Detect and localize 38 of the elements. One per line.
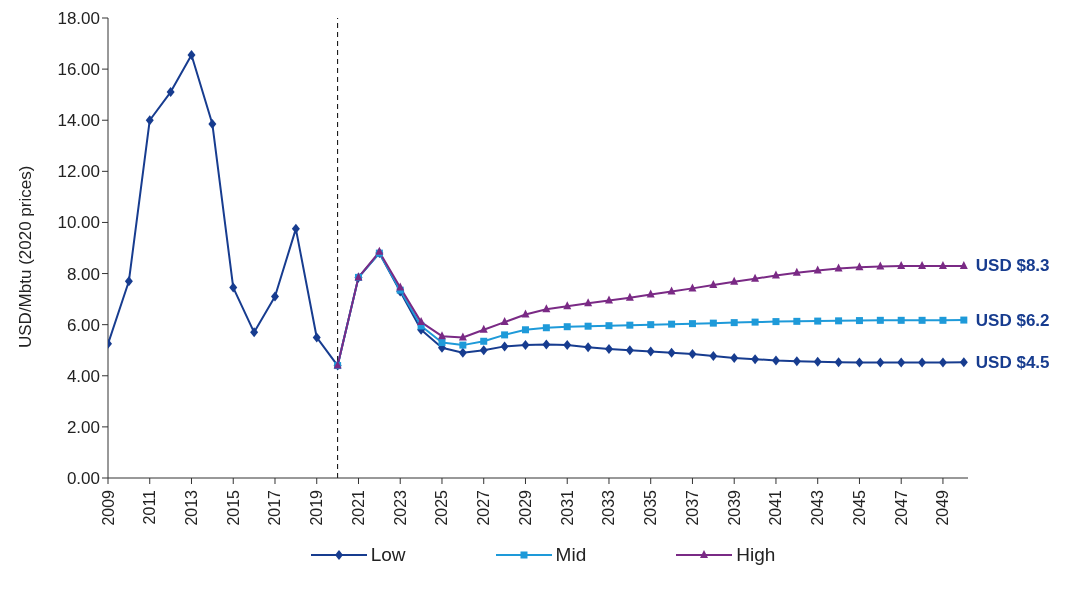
text: USD $4.5	[975, 352, 1050, 372]
x-tick-label: 2045	[850, 489, 868, 526]
y-tick-label: 16.00	[57, 60, 100, 80]
x-tick-label: 2031	[558, 489, 576, 526]
x-tick-label: 2021	[349, 489, 367, 526]
x-tick-label: 2037	[683, 489, 701, 526]
y-tick-label: 6.00	[66, 315, 100, 335]
x-tick-label: 2009	[99, 489, 117, 526]
x-tick-label: 2015	[224, 489, 242, 526]
legend-label: Low	[370, 544, 406, 566]
x-tick-label: 2043	[809, 489, 827, 526]
x-tick-label: 2017	[266, 489, 284, 526]
x-tick-label: 2027	[475, 489, 493, 526]
text: USD $6.2	[975, 310, 1050, 330]
x-tick-label: 2019	[308, 489, 326, 526]
legend-label: Mid	[555, 544, 587, 566]
y-tick-label: 8.00	[66, 264, 100, 284]
y-tick-label: 2.00	[66, 417, 100, 437]
y-tick-label: 0.00	[66, 469, 100, 489]
x-tick-label: 2035	[642, 489, 660, 526]
y-tick-label: 4.00	[66, 366, 100, 386]
y-axis-title: USD/Mbtu (2020 prices)	[16, 165, 36, 348]
text: USD $8.3	[975, 256, 1050, 276]
y-tick-label: 10.00	[57, 213, 100, 233]
y-tick-label: 12.00	[57, 162, 100, 182]
x-tick-label: 2029	[516, 489, 534, 526]
x-tick-label: 2013	[183, 489, 200, 526]
x-tick-label: 2011	[141, 489, 159, 525]
x-tick-label: 2041	[767, 489, 785, 526]
x-tick-label: 2039	[725, 489, 743, 526]
x-tick-label: 2033	[600, 489, 618, 526]
legend-label: High	[736, 544, 776, 566]
y-tick-label: 18.00	[57, 9, 100, 29]
x-tick-label: 2025	[433, 489, 451, 526]
y-tick-label: 14.00	[57, 111, 100, 131]
x-tick-label: 2049	[934, 489, 952, 526]
x-tick-label: 2047	[892, 489, 910, 526]
x-tick-label: 2023	[391, 489, 409, 526]
